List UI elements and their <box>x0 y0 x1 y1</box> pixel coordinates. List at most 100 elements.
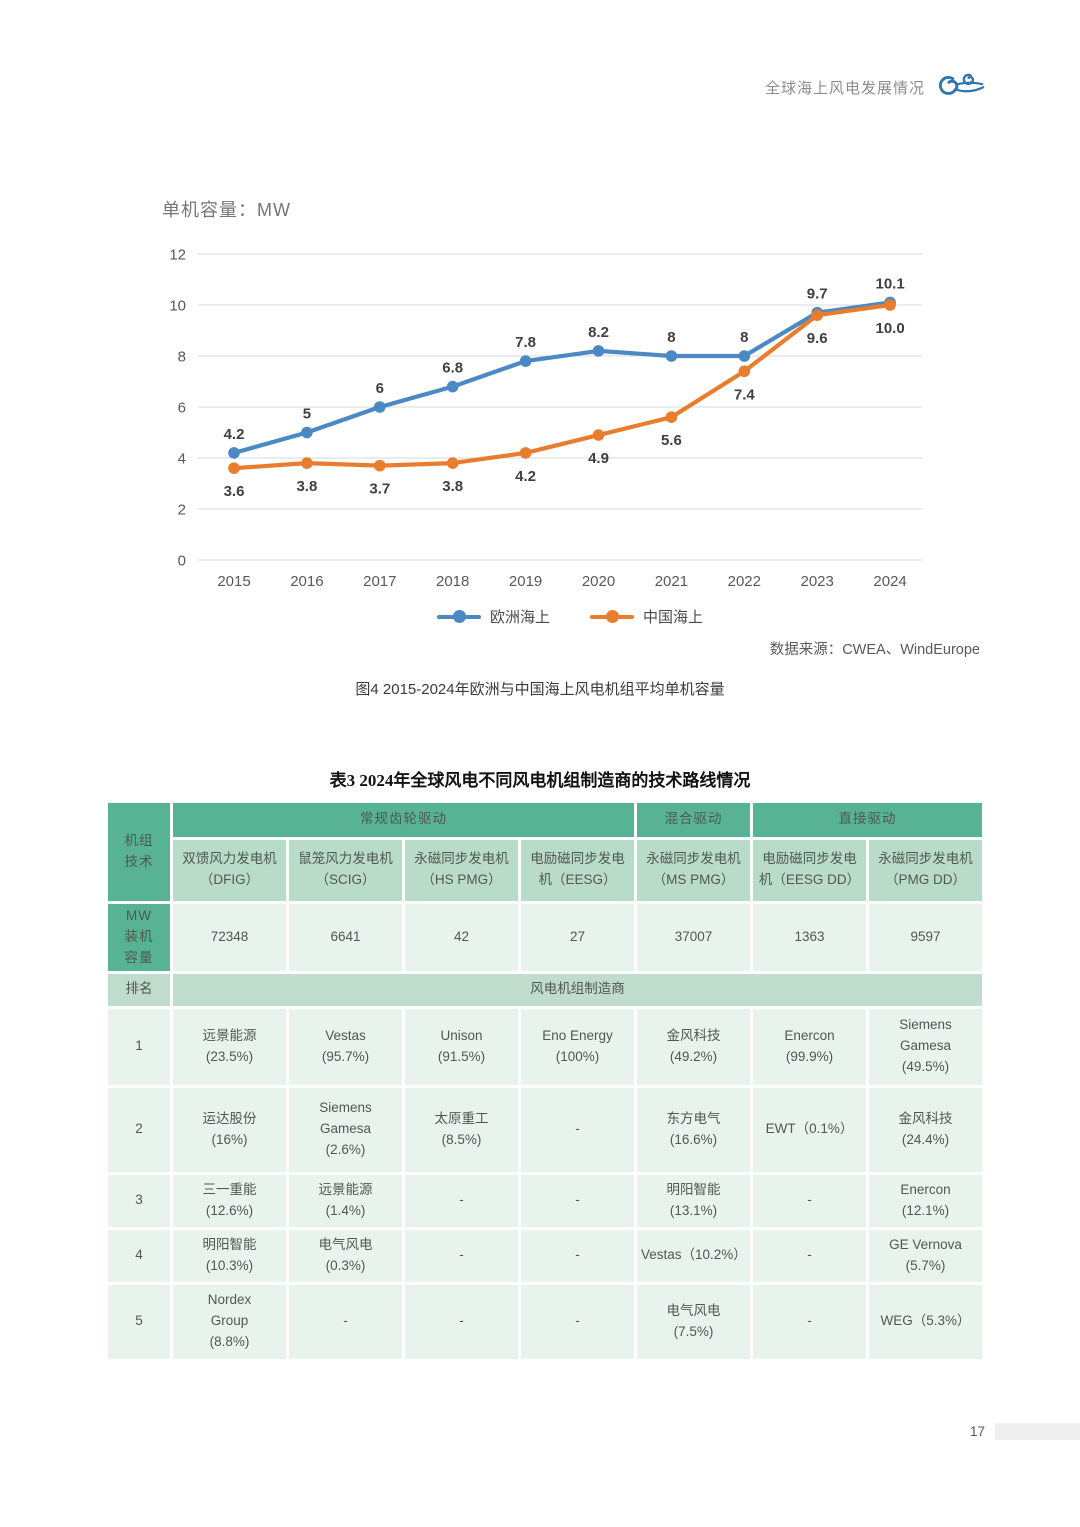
group-header-hybrid: 混合驱动 <box>637 803 750 837</box>
y-axis-tick-label: 12 <box>169 247 186 264</box>
data-point-label: 10.1 <box>875 275 904 292</box>
data-point-marker <box>374 459 386 472</box>
data-point-marker <box>228 462 240 474</box>
x-axis-tick-label: 2022 <box>728 573 761 590</box>
data-point-marker <box>519 447 532 459</box>
manufacturer-cell: - <box>521 1174 634 1227</box>
chart-legend: 欧洲海上 中国海上 <box>150 606 990 627</box>
mw-value: 1363 <box>753 904 866 971</box>
mw-value: 72348 <box>173 904 286 971</box>
manufacturer-cell: 远景能源 (23.5%) <box>173 1008 286 1085</box>
manufacturer-cell: - <box>753 1229 866 1282</box>
rank-cell: 3 <box>108 1174 170 1227</box>
manufacturer-cell: - <box>405 1174 518 1227</box>
data-point-label: 3.8 <box>442 478 463 495</box>
manufacturer-cell: - <box>405 1284 518 1359</box>
data-point-marker <box>592 345 605 357</box>
data-point-marker <box>592 429 605 441</box>
data-point-label: 6 <box>376 380 384 397</box>
page-number: 17 <box>969 1424 985 1439</box>
data-point-label: 5.6 <box>661 432 682 449</box>
data-point-label: 8.2 <box>588 324 609 341</box>
manufacturer-cell: - <box>405 1229 518 1282</box>
manufacturer-cell: Siemens Gamesa (49.5%) <box>869 1008 982 1085</box>
mw-row-label: MW 装机 容量 <box>108 904 170 971</box>
manufacturer-cell: 电气风电 (7.5%) <box>637 1284 750 1359</box>
running-head-title: 全球海上风电发展情况 <box>764 80 925 97</box>
data-point-label: 7.4 <box>734 386 756 403</box>
manufacturer-cell: 明阳智能 (13.1%) <box>637 1174 750 1227</box>
manufacturer-cell: - <box>521 1229 634 1282</box>
manufacturer-cell: 金风科技 (49.2%) <box>637 1008 750 1085</box>
y-axis-tick-label: 2 <box>178 502 186 519</box>
subheader-scig: 鼠笼风力发电机（SCIG） <box>289 839 402 901</box>
rank-cell: 1 <box>108 1008 170 1085</box>
subheader-ms-pmg: 永磁同步发电机（MS PMG） <box>637 839 750 901</box>
y-axis-tick-label: 6 <box>178 400 186 417</box>
manufacturer-cell: 三一重能 (12.6%) <box>173 1174 286 1227</box>
table-group-header-row: 机组 技术 常规齿轮驱动 混合驱动 直接驱动 <box>108 803 982 901</box>
manufacturer-cell: WEG（5.3%） <box>869 1284 982 1359</box>
manufacturer-cell: 明阳智能 (10.3%) <box>173 1229 286 1282</box>
data-point-label: 3.7 <box>369 481 390 498</box>
x-axis-tick-label: 2018 <box>436 573 469 590</box>
table-row: 1 远景能源 (23.5%) Vestas (95.7%) Unison (91… <box>108 1008 982 1085</box>
x-axis-tick-label: 2020 <box>582 573 615 590</box>
mw-capacity-row: MW 装机 容量 72348 6641 42 27 37007 1363 959… <box>108 904 982 971</box>
legend-item: 中国海上 <box>590 606 703 627</box>
legend-marker-icon <box>436 610 481 623</box>
rank-label-cell: 排名 <box>108 973 170 1006</box>
data-point-label: 3.6 <box>224 483 245 500</box>
x-axis-tick-label: 2023 <box>801 573 834 590</box>
mw-value: 9597 <box>869 904 982 971</box>
manufacturer-cell: - <box>753 1174 866 1227</box>
x-axis-tick-label: 2015 <box>217 573 250 590</box>
series-line <box>231 300 893 455</box>
y-axis-tick-label: 8 <box>178 349 186 366</box>
data-point-marker <box>446 457 459 469</box>
line-chart: 0 2 4 6 8 10 12 2015 2016 2017 2018 2019 2020 2021 202… <box>150 235 990 607</box>
manufacturer-cell: - <box>753 1284 866 1359</box>
data-point-label: 9.6 <box>807 330 828 347</box>
mw-value: 6641 <box>289 904 402 971</box>
data-point-marker <box>374 401 386 413</box>
data-point-label: 6.8 <box>442 360 463 377</box>
mw-value: 42 <box>405 904 518 971</box>
manufacturer-cell: Vestas (95.7%) <box>289 1008 402 1085</box>
y-axis-tick-label: 10 <box>169 298 186 315</box>
manufacturer-cell: GE Vernova (5.7%) <box>869 1229 982 1282</box>
series-line <box>231 302 893 471</box>
table-row: 2 运达股份 (16%) Siemens Gamesa (2.6%) 太原重工 … <box>108 1087 982 1172</box>
data-point-marker <box>665 411 678 423</box>
line-chart-svg: 0 2 4 6 8 10 12 2015 2016 2017 2018 2019 2020 2021 202… <box>169 247 922 590</box>
rank-cell: 5 <box>108 1284 170 1359</box>
data-point-marker <box>738 350 751 362</box>
data-point-label: 5 <box>303 406 311 423</box>
subheader-pmg-dd: 永磁同步发电机（PMG DD） <box>869 839 982 901</box>
rank-cell: 2 <box>108 1087 170 1172</box>
table-row: 3 三一重能 (12.6%) 远景能源 (1.4%) - - 明阳智能 (13.… <box>108 1174 982 1227</box>
data-point-marker <box>665 350 678 362</box>
manufacturer-cell: 太原重工 (8.5%) <box>405 1087 518 1172</box>
manufacturer-cell: - <box>521 1087 634 1172</box>
manufacturer-cell: Vestas（10.2%） <box>637 1229 750 1282</box>
mw-value: 37007 <box>637 904 750 971</box>
manufacturer-cell: Nordex Group (8.8%) <box>173 1284 286 1359</box>
table-title: 表3 2024年全球风电不同风电机组制造商的技术路线情况 <box>329 771 751 790</box>
data-point-marker <box>519 355 532 367</box>
data-point-label: 4.2 <box>224 426 245 443</box>
data-point-label: 7.8 <box>515 334 536 351</box>
page-footer: 17 <box>970 1423 1080 1440</box>
group-header-direct: 直接驱动 <box>753 803 982 837</box>
table-row: 4 明阳智能 (10.3%) 电气风电 (0.3%) - - Vestas（10… <box>108 1229 982 1282</box>
data-point-marker <box>301 457 313 469</box>
manufacturer-cell: - <box>289 1284 402 1359</box>
data-point-label: 9.7 <box>807 286 828 303</box>
manufacturer-cell: 运达股份 (16%) <box>173 1087 286 1172</box>
chart-title: 单机容量：MW <box>162 200 291 220</box>
manufacturer-band-cell: 风电机组制造商 <box>173 973 982 1006</box>
wave-logo-icon <box>935 72 985 103</box>
manufacturer-cell: EWT（0.1%） <box>753 1087 866 1172</box>
subheader-eesg: 电励磁同步发电机（EESG） <box>521 839 634 901</box>
manufacturer-cell: 东方电气 (16.6%) <box>637 1087 750 1172</box>
